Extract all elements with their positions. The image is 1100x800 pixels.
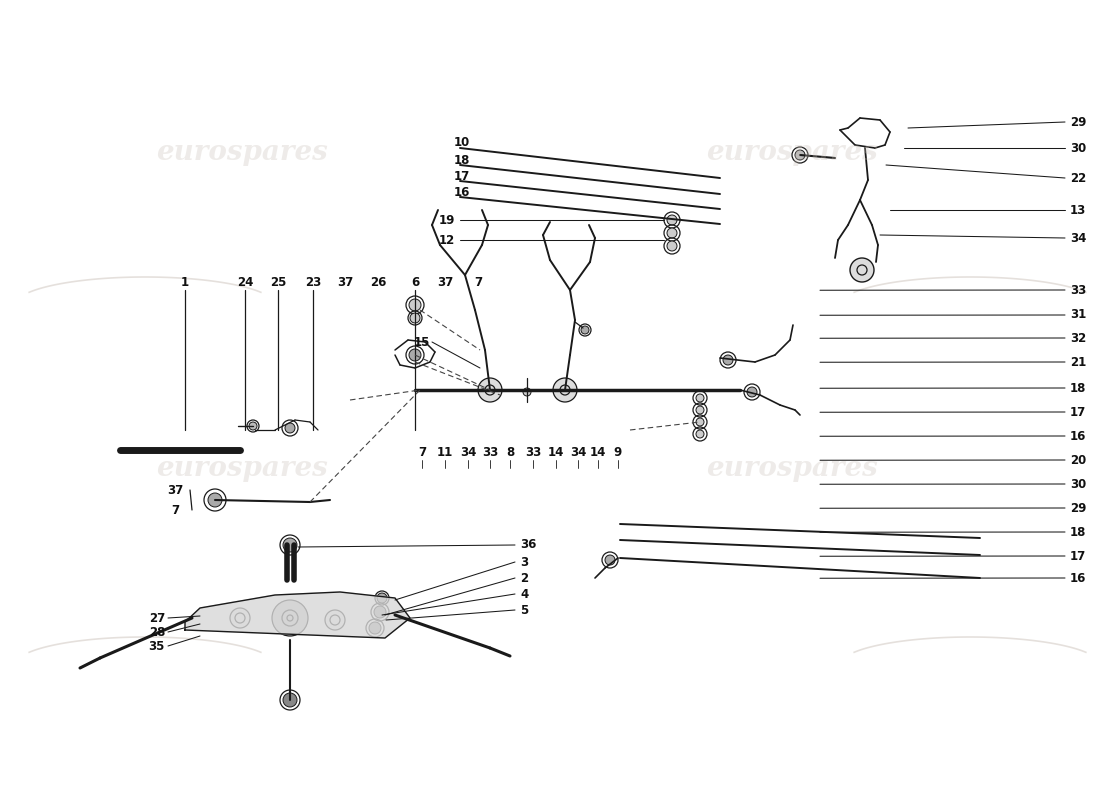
Text: 13: 13 [1070, 203, 1087, 217]
Circle shape [723, 355, 733, 365]
Circle shape [747, 387, 757, 397]
Text: 31: 31 [1070, 309, 1087, 322]
Text: 26: 26 [370, 275, 386, 289]
Circle shape [283, 693, 297, 707]
Circle shape [522, 388, 531, 396]
Circle shape [696, 418, 704, 426]
Text: 4: 4 [520, 587, 528, 601]
Text: 16: 16 [1070, 571, 1087, 585]
Text: 18: 18 [1070, 382, 1087, 394]
Circle shape [696, 394, 704, 402]
Circle shape [409, 349, 421, 361]
Text: 29: 29 [1070, 115, 1087, 129]
Circle shape [410, 313, 420, 323]
Text: 14: 14 [590, 446, 606, 459]
Text: 37: 37 [167, 483, 183, 497]
Circle shape [667, 215, 676, 225]
Text: 37: 37 [437, 275, 453, 289]
Circle shape [605, 555, 615, 565]
Text: 19: 19 [439, 214, 455, 226]
Circle shape [667, 228, 676, 238]
Text: 18: 18 [454, 154, 470, 166]
Text: 3: 3 [520, 555, 528, 569]
Text: 23: 23 [305, 275, 321, 289]
Text: 28: 28 [148, 626, 165, 638]
Circle shape [208, 493, 222, 507]
Text: 6: 6 [411, 275, 419, 289]
Text: 2: 2 [520, 571, 528, 585]
Circle shape [850, 258, 875, 282]
Text: eurospares: eurospares [156, 454, 328, 482]
Text: 24: 24 [236, 275, 253, 289]
Text: 27: 27 [148, 611, 165, 625]
Circle shape [368, 622, 381, 634]
Circle shape [696, 406, 704, 414]
Circle shape [667, 241, 676, 251]
Text: 29: 29 [1070, 502, 1087, 514]
Polygon shape [185, 592, 410, 638]
Text: 14: 14 [548, 446, 564, 459]
Text: 25: 25 [270, 275, 286, 289]
Circle shape [377, 593, 387, 603]
Text: eurospares: eurospares [706, 454, 878, 482]
Text: 37: 37 [337, 275, 353, 289]
Text: 33: 33 [482, 446, 498, 459]
Text: 10: 10 [454, 137, 470, 150]
Circle shape [795, 150, 805, 160]
Text: 32: 32 [1070, 331, 1087, 345]
Circle shape [283, 538, 297, 552]
Text: 21: 21 [1070, 355, 1087, 369]
Text: 16: 16 [454, 186, 470, 198]
Circle shape [324, 610, 345, 630]
Text: 34: 34 [570, 446, 586, 459]
Text: 9: 9 [614, 446, 623, 459]
Text: eurospares: eurospares [706, 138, 878, 166]
Circle shape [478, 378, 502, 402]
Circle shape [409, 299, 421, 311]
Text: 34: 34 [1070, 231, 1087, 245]
Circle shape [249, 422, 257, 430]
Text: 7: 7 [170, 503, 179, 517]
Circle shape [272, 600, 308, 636]
Circle shape [285, 423, 295, 433]
Text: 7: 7 [474, 275, 482, 289]
Text: 5: 5 [520, 603, 528, 617]
Text: 35: 35 [148, 639, 165, 653]
Text: 22: 22 [1070, 171, 1087, 185]
Text: 18: 18 [1070, 526, 1087, 538]
Text: 8: 8 [506, 446, 514, 459]
Circle shape [553, 378, 578, 402]
Text: 11: 11 [437, 446, 453, 459]
Text: 33: 33 [1070, 283, 1087, 297]
Text: 1: 1 [180, 275, 189, 289]
Text: 20: 20 [1070, 454, 1087, 466]
Text: 30: 30 [1070, 142, 1087, 154]
Text: 17: 17 [1070, 406, 1087, 418]
Text: eurospares: eurospares [156, 138, 328, 166]
Text: 16: 16 [1070, 430, 1087, 442]
Text: 30: 30 [1070, 478, 1087, 490]
Text: 15: 15 [414, 335, 430, 349]
Text: 36: 36 [520, 538, 537, 551]
Circle shape [374, 606, 386, 618]
Text: 17: 17 [454, 170, 470, 182]
Circle shape [581, 326, 589, 334]
Text: 17: 17 [1070, 550, 1087, 562]
Text: 34: 34 [460, 446, 476, 459]
Circle shape [696, 430, 704, 438]
Text: 33: 33 [525, 446, 541, 459]
Text: 12: 12 [439, 234, 455, 246]
Text: 7: 7 [418, 446, 426, 459]
Circle shape [230, 608, 250, 628]
